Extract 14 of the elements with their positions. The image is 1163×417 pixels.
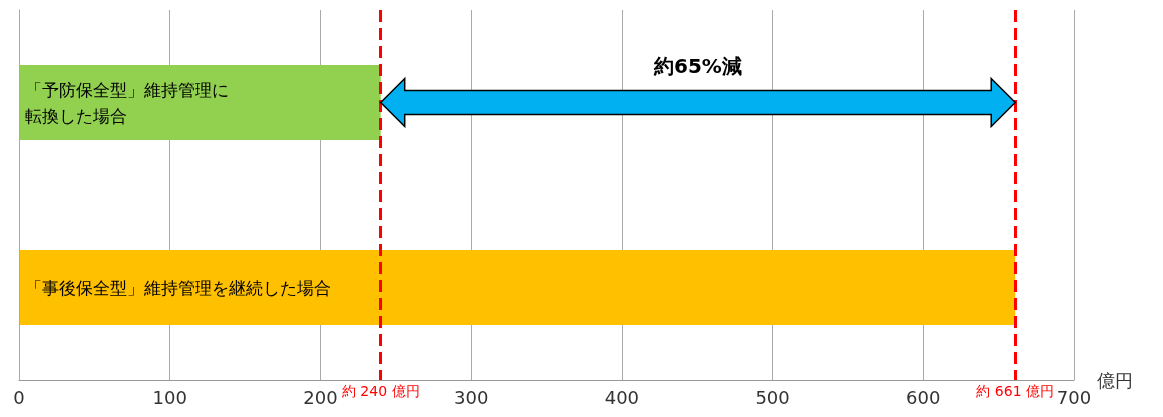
x-tick-label: 100 bbox=[152, 386, 187, 408]
x-tick-label: 500 bbox=[755, 386, 790, 408]
x-axis-title: 億円 bbox=[1097, 369, 1134, 391]
x-tick-label: 700 bbox=[1056, 386, 1092, 408]
annotation: 約65%減 bbox=[654, 52, 742, 79]
x-tick-label: 400 bbox=[604, 386, 640, 408]
x-tick-label: 0 bbox=[13, 386, 25, 408]
ref-line-label: 約 661 億円 bbox=[976, 383, 1055, 399]
x-tick-label: 300 bbox=[453, 386, 489, 408]
x-tick-label: 600 bbox=[906, 386, 941, 408]
y-tick-label: 「予防保全型」維持管理に転換した場合 bbox=[25, 79, 229, 126]
y-tick-label: 「事後保全型」維持管理を継続した場合 bbox=[25, 277, 331, 298]
ref-line-label: 約 240 億円 bbox=[341, 383, 420, 399]
x-tick-label: 200 bbox=[303, 386, 338, 408]
